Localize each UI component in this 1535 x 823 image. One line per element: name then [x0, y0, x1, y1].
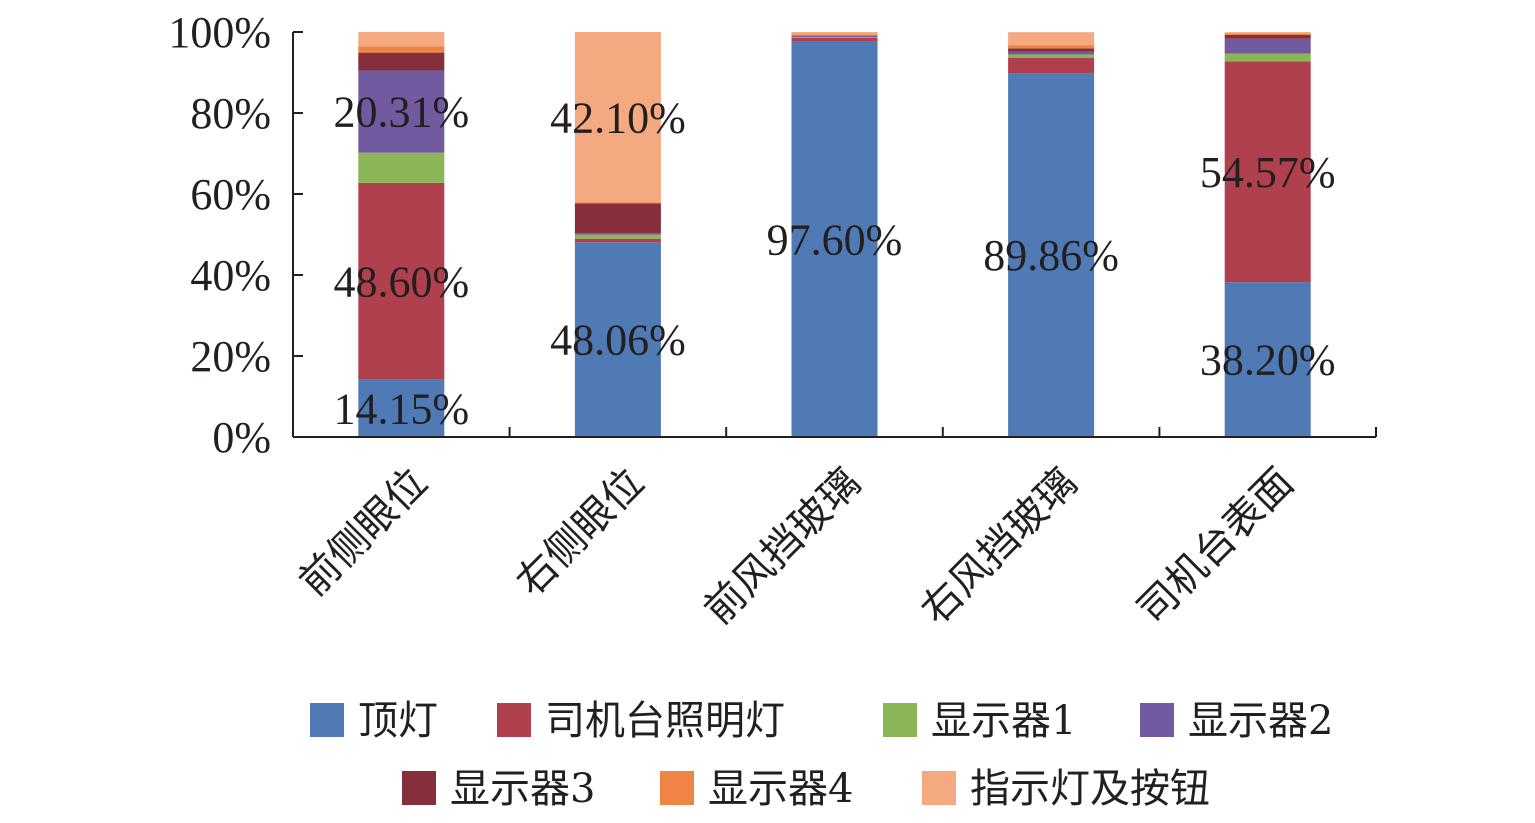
y-tick-label: 100% [168, 8, 271, 57]
bar-segment-5-7 [1224, 32, 1311, 34]
legend-label: 显示器1 [931, 698, 1076, 744]
bar-segment-1-2 [358, 182, 445, 380]
legend-swatch [1140, 703, 1174, 737]
bar-segment-2-3 [574, 234, 661, 239]
data-label: 48.60% [333, 257, 469, 306]
bar-segment-1-6 [358, 46, 445, 53]
y-tick-label: 20% [190, 332, 271, 381]
data-label: 14.15% [333, 384, 469, 433]
bar-segment-3-1 [791, 41, 878, 437]
legend-swatch [660, 771, 694, 805]
bar-segment-1-7 [358, 31, 445, 47]
bar-segment-5-3 [1224, 53, 1311, 62]
bar-segment-5-2 [1224, 61, 1311, 283]
bar-segment-2-6 [574, 202, 661, 204]
bar-segment-4-3 [1008, 54, 1095, 58]
bar-segment-5-6 [1224, 33, 1311, 35]
data-label: 20.31% [333, 88, 469, 137]
bar-segment-2-2 [574, 238, 661, 243]
bar-segment-5-4 [1224, 38, 1311, 54]
y-tick-label: 60% [190, 170, 271, 219]
legend-swatch [310, 703, 344, 737]
bar-segment-3-7 [791, 32, 878, 35]
data-label: 54.57% [1200, 148, 1336, 197]
legend-label: 显示器3 [450, 766, 595, 812]
bar-segment-5-1 [1224, 282, 1311, 437]
bar-segment-4-5 [1008, 48, 1095, 52]
bar-segment-4-2 [1008, 57, 1095, 74]
bar-segment-2-1 [574, 242, 661, 437]
y-tick-label: 0% [212, 413, 271, 462]
bar-segment-4-1 [1008, 73, 1095, 437]
bar-segment-1-5 [358, 52, 445, 71]
bar-segment-2-4 [574, 233, 661, 235]
y-tick-label: 40% [190, 251, 271, 300]
legend-label: 显示器4 [708, 766, 853, 812]
bar-segment-4-6 [1008, 45, 1095, 49]
data-label: 42.10% [550, 93, 686, 142]
y-tick-label: 80% [190, 89, 271, 138]
bar-segment-3-6 [791, 34, 878, 36]
bar-segment-4-4 [1008, 51, 1095, 55]
bar-segment-1-3 [358, 152, 445, 183]
bar-segment-1-1 [358, 379, 445, 437]
data-label: 38.20% [1200, 336, 1336, 385]
legend-label: 顶灯 [358, 698, 438, 744]
bar-segment-3-2 [791, 37, 878, 42]
bar-segment-2-5 [574, 203, 661, 234]
x-category-label: 前风挡玻璃 [696, 460, 870, 634]
legend-swatch [402, 771, 436, 805]
bar-segment-3-4 [791, 36, 878, 38]
legend-swatch [922, 771, 956, 805]
bar-segment-4-7 [1008, 32, 1095, 46]
data-label: 89.86% [983, 231, 1119, 280]
data-label: 97.60% [767, 215, 903, 264]
bar-segment-2-7 [574, 32, 661, 203]
legend-swatch [497, 703, 531, 737]
legend-label: 指示灯及按钮 [970, 766, 1210, 812]
data-label: 48.06% [550, 316, 686, 365]
x-category-label: 前侧眼位 [291, 460, 437, 606]
bar-segment-1-4 [358, 70, 445, 153]
x-category-label: 司机台表面 [1129, 460, 1303, 634]
x-category-label: 右风挡玻璃 [912, 460, 1086, 634]
legend-label: 显示器2 [1188, 698, 1333, 744]
bar-segment-5-5 [1224, 34, 1311, 39]
legend-swatch [883, 703, 917, 737]
x-category-label: 右侧眼位 [507, 460, 653, 606]
legend-label: 司机台照明灯 [545, 698, 785, 744]
